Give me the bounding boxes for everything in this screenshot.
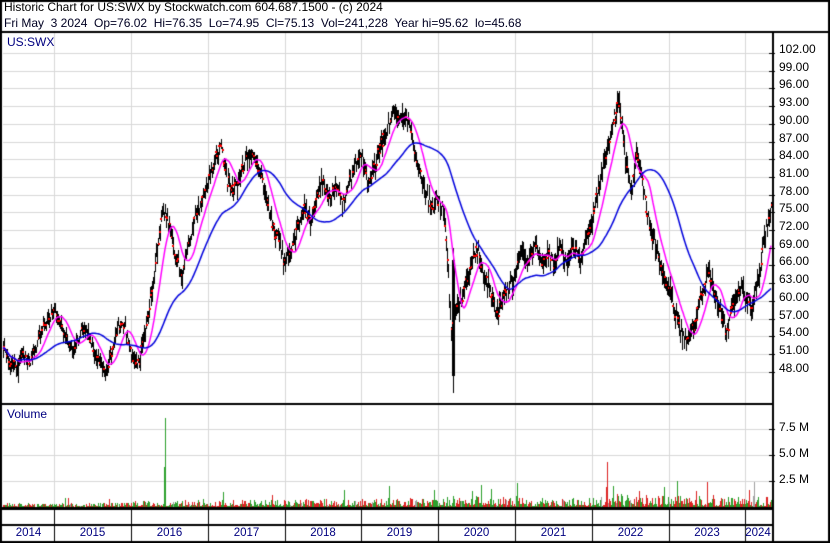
year-label: 2020: [463, 527, 490, 539]
price-axis-label: 66.00: [779, 254, 810, 269]
year-label: 2022: [617, 527, 644, 539]
price-axis-label: 54.00: [779, 325, 810, 340]
price-axis-label: 60.00: [779, 289, 810, 304]
volume-axis-label: 5.0 M: [779, 446, 810, 460]
year-label: 2021: [540, 527, 567, 539]
price-axis-label: 72.00: [779, 219, 810, 233]
year-label: 2018: [310, 527, 336, 539]
year-label: 2023: [694, 527, 720, 539]
price-axis-label: 51.00: [779, 342, 810, 357]
year-label: 2019: [386, 527, 413, 539]
year-label: 2016: [156, 527, 183, 539]
price-axis-label: 57.00: [779, 307, 810, 322]
price-axis-label: 96.00: [779, 77, 810, 92]
price-axis-label: 48.00: [779, 360, 810, 375]
volume-pane-label: Volume: [7, 407, 48, 421]
year-label: 2017: [233, 527, 260, 539]
volume-axis-label: 7.5 M: [779, 420, 810, 434]
year-label: 2015: [79, 527, 106, 539]
price-axis-label: 93.00: [779, 95, 810, 110]
price-axis-label: 75.00: [779, 201, 810, 216]
year-label: 2014: [15, 527, 42, 539]
price-axis-label: 87.00: [779, 130, 810, 145]
price-axis-label: 99.00: [779, 59, 810, 74]
price-axis-label: 69.00: [779, 236, 810, 251]
symbol-label: US:SWX: [7, 35, 55, 49]
ohlc-info-line: Fri May 3 2024 Op=76.02 Hi=76.35 Lo=74.9…: [4, 16, 522, 30]
price-axis-label: 90.00: [779, 112, 810, 127]
price-axis-label: 81.00: [779, 165, 810, 180]
price-axis-label: 78.00: [779, 183, 810, 198]
chart-title: Historic Chart for US:SWX by Stockwatch.…: [4, 0, 383, 14]
volume-axis-label: 2.5 M: [779, 472, 810, 486]
price-axis-label: 63.00: [779, 272, 810, 287]
price-axis-label: 84.00: [779, 148, 810, 163]
price-axis-label: 102.00: [779, 42, 816, 56]
year-label: 2024: [745, 527, 771, 539]
